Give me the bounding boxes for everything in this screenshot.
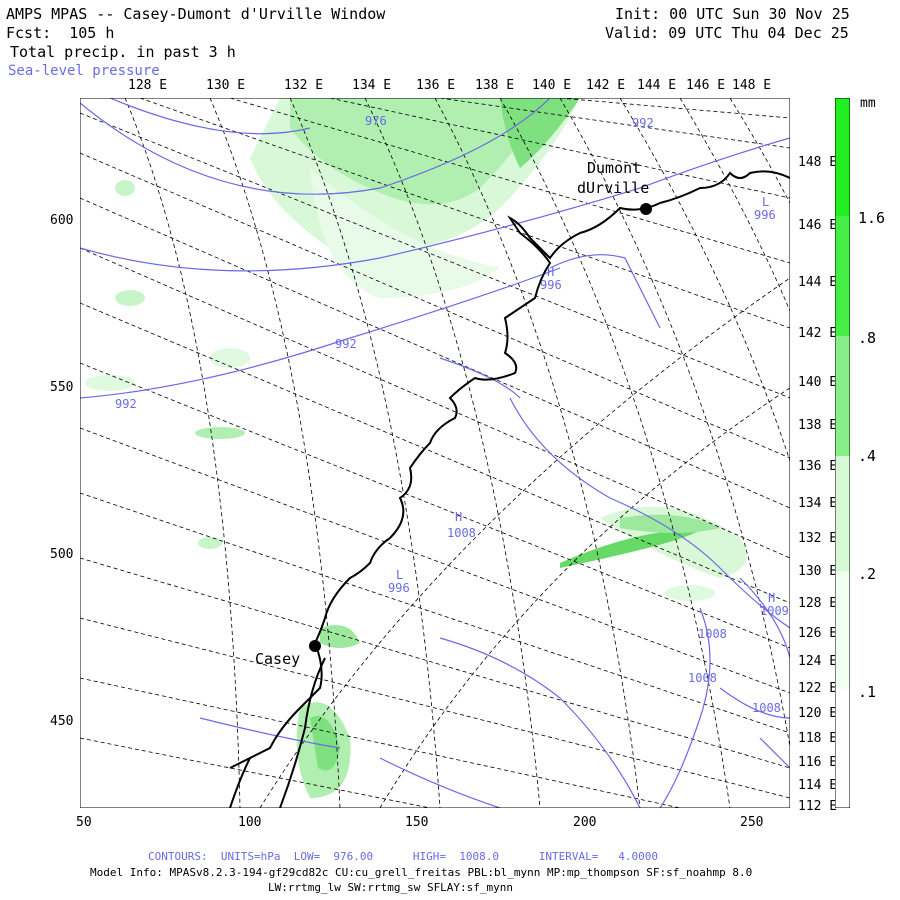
forecast-hour: Fcst: 105 h <box>6 24 115 42</box>
contour-label: 976 <box>365 114 387 128</box>
pressure-center-label: L <box>762 195 770 209</box>
pressure-contours <box>80 98 790 808</box>
lon-label: 112 E <box>798 799 838 814</box>
legend-level-label: .2 <box>858 565 877 583</box>
contour-label: 1008 <box>447 526 476 540</box>
legend-level-label: 1.6 <box>858 209 886 227</box>
pressure-center-label: L <box>396 568 404 582</box>
lon-label: 130 E <box>798 564 838 579</box>
lon-label: 142 E <box>798 326 838 341</box>
model-info: Model Info: MPASv8.2.3-194-gf29cd82c CU:… <box>90 866 753 879</box>
lon-label: 134 E <box>352 78 392 93</box>
legend-level-label: .1 <box>858 683 877 701</box>
lon-label: 118 E <box>798 731 838 746</box>
contour-label: 992 <box>335 337 357 351</box>
lon-label: 130 E <box>206 78 246 93</box>
y-tick-label: 500 <box>50 547 74 562</box>
pressure-center-label: H <box>455 510 463 524</box>
pressure-center-label: H <box>768 591 776 605</box>
dumont-durville-station-marker <box>640 203 652 215</box>
legend-units: mm <box>860 96 876 111</box>
legend-swatch <box>835 689 850 808</box>
model-info-line2: LW:rrtmg_lw SW:rrtmg_sw SFLAY:sf_mynn <box>268 881 514 894</box>
contours-info: CONTOURS: UNITS=hPa LOW= 976.00 HIGH= 10… <box>148 850 658 863</box>
y-tick-label: 600 <box>50 213 74 228</box>
casey-label: Casey <box>255 650 301 668</box>
field-name: Total precip. in past 3 h <box>10 43 236 61</box>
lon-label: 132 E <box>284 78 324 93</box>
legend-swatch <box>835 456 850 571</box>
legend-swatch <box>835 98 850 216</box>
contour-label: 1008 <box>688 671 717 685</box>
contour-label: 992 <box>632 116 654 130</box>
map-panel <box>80 98 790 808</box>
x-tick-label: 50 <box>76 815 92 830</box>
lon-label: 132 E <box>798 531 838 546</box>
lat-lon-grid <box>80 98 790 808</box>
lon-label: 128 E <box>798 596 838 611</box>
lon-label: 144 E <box>637 78 677 93</box>
contour-label: 1008 <box>752 701 781 715</box>
lon-label: 138 E <box>798 418 838 433</box>
contour-label: 1009 <box>760 604 789 618</box>
map-title: AMPS MPAS -- Casey-Dumont d'Urville Wind… <box>6 5 386 23</box>
x-tick-label: 100 <box>238 815 262 830</box>
lon-label: 146 E <box>686 78 726 93</box>
contour-label: 992 <box>115 397 137 411</box>
y-tick-label: 550 <box>50 380 74 395</box>
x-tick-label: 250 <box>740 815 764 830</box>
y-tick-label: 450 <box>50 714 74 729</box>
lon-label: 124 E <box>798 654 838 669</box>
lon-label: 146 E <box>798 218 838 233</box>
lon-label: 122 E <box>798 681 838 696</box>
precip-legend-bar <box>835 98 850 808</box>
lon-label: 140 E <box>798 375 838 390</box>
casey-station-marker <box>309 640 321 652</box>
lon-label: 136 E <box>416 78 456 93</box>
lon-label: 120 E <box>798 706 838 721</box>
legend-level-label: .4 <box>858 447 877 465</box>
contour-label: 996 <box>540 278 562 292</box>
legend-swatch <box>835 336 850 456</box>
contour-label: 996 <box>754 208 776 222</box>
dumont-label-line2: dUrville <box>577 179 650 197</box>
pressure-center-label: H <box>547 265 555 279</box>
lon-label: 142 E <box>586 78 626 93</box>
legend-level-label: .8 <box>858 329 877 347</box>
coastline <box>229 170 790 808</box>
legend-swatch <box>835 571 850 689</box>
precip-shading <box>85 98 747 798</box>
lon-label: 128 E <box>128 78 168 93</box>
x-tick-label: 150 <box>405 815 429 830</box>
legend-swatch <box>835 216 850 336</box>
lon-label: 136 E <box>798 459 838 474</box>
lon-label: 114 E <box>798 778 838 793</box>
dumont-label-line1: Dumont <box>587 159 642 177</box>
lon-label: 126 E <box>798 626 838 641</box>
overlay-name: Sea-level pressure <box>8 63 160 79</box>
contour-label: 996 <box>388 581 410 595</box>
lon-label: 134 E <box>798 496 838 511</box>
lon-label: 148 E <box>798 155 838 170</box>
contour-label: 1008 <box>698 627 727 641</box>
lon-label: 148 E <box>732 78 772 93</box>
valid-time: Valid: 09 UTC Thu 04 Dec 25 <box>605 24 849 42</box>
lon-label: 116 E <box>798 755 838 770</box>
x-tick-label: 200 <box>573 815 597 830</box>
lon-label: 140 E <box>532 78 572 93</box>
lon-label: 144 E <box>798 275 838 290</box>
init-time: Init: 00 UTC Sun 30 Nov 25 <box>615 5 850 23</box>
lon-label: 138 E <box>475 78 515 93</box>
